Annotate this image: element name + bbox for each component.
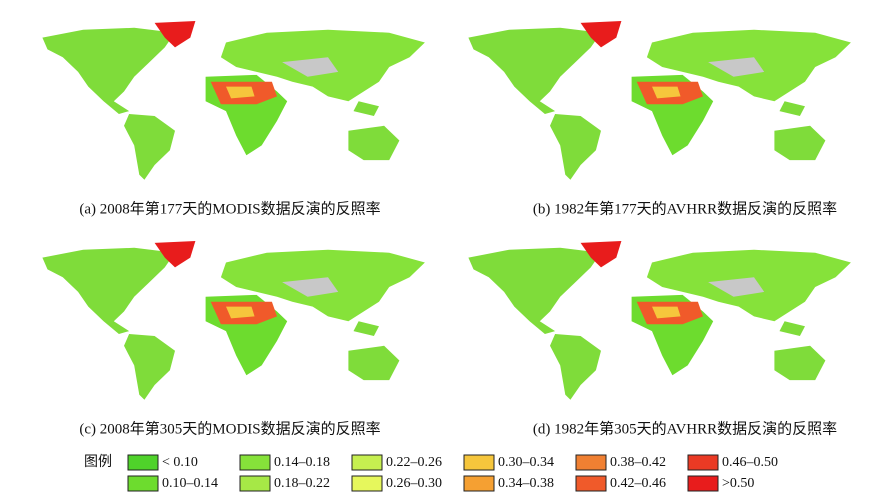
legend-swatch bbox=[239, 475, 271, 492]
legend: 图例 < 0.10 0.10–0.14 0.14–0.18 0.18–0.22 0.22… bbox=[84, 454, 778, 492]
legend-swatch bbox=[239, 454, 271, 471]
legend-swatch bbox=[351, 454, 383, 471]
legend-label: 0.34–0.38 bbox=[498, 476, 554, 491]
legend-swatch bbox=[463, 454, 495, 471]
caption: (b) 1982年第177天的AVHRR数据反演的反照率 bbox=[533, 199, 837, 217]
map bbox=[468, 20, 851, 180]
caption: (c) 2008年第305天的MODIS数据反演的反照率 bbox=[79, 419, 380, 437]
panels: (a) 2008年第177天的MODIS数据反演的反照率 (b) 1982年第17… bbox=[42, 20, 851, 437]
caption: (a) 2008年第177天的MODIS数据反演的反照率 bbox=[79, 199, 380, 217]
map bbox=[42, 20, 425, 180]
legend-swatch bbox=[127, 454, 159, 471]
map bbox=[468, 240, 851, 400]
legend-swatch bbox=[575, 454, 607, 471]
legend-swatch bbox=[351, 475, 383, 492]
legend-label: >0.50 bbox=[722, 476, 754, 491]
legend-swatch bbox=[687, 475, 719, 492]
legend-label: 0.46–0.50 bbox=[722, 455, 778, 470]
legend-label: 0.14–0.18 bbox=[274, 455, 330, 470]
legend-swatch bbox=[575, 475, 607, 492]
legend-title: 图例 bbox=[84, 454, 112, 470]
legend-label: 0.26–0.30 bbox=[386, 476, 442, 491]
legend-swatch bbox=[463, 475, 495, 492]
legend-label: 0.38–0.42 bbox=[610, 455, 666, 470]
legend-label: 0.10–0.14 bbox=[162, 476, 218, 491]
map bbox=[42, 240, 425, 400]
legend-label: 0.22–0.26 bbox=[386, 455, 442, 470]
legend-label: 0.30–0.34 bbox=[498, 455, 554, 470]
caption: (d) 1982年第305天的AVHRR数据反演的反照率 bbox=[533, 419, 837, 437]
legend-label: 0.18–0.22 bbox=[274, 476, 330, 491]
legend-swatch bbox=[127, 475, 159, 492]
legend-swatch bbox=[687, 454, 719, 471]
legend-label: 0.42–0.46 bbox=[610, 476, 666, 491]
legend-label: < 0.10 bbox=[162, 455, 198, 470]
